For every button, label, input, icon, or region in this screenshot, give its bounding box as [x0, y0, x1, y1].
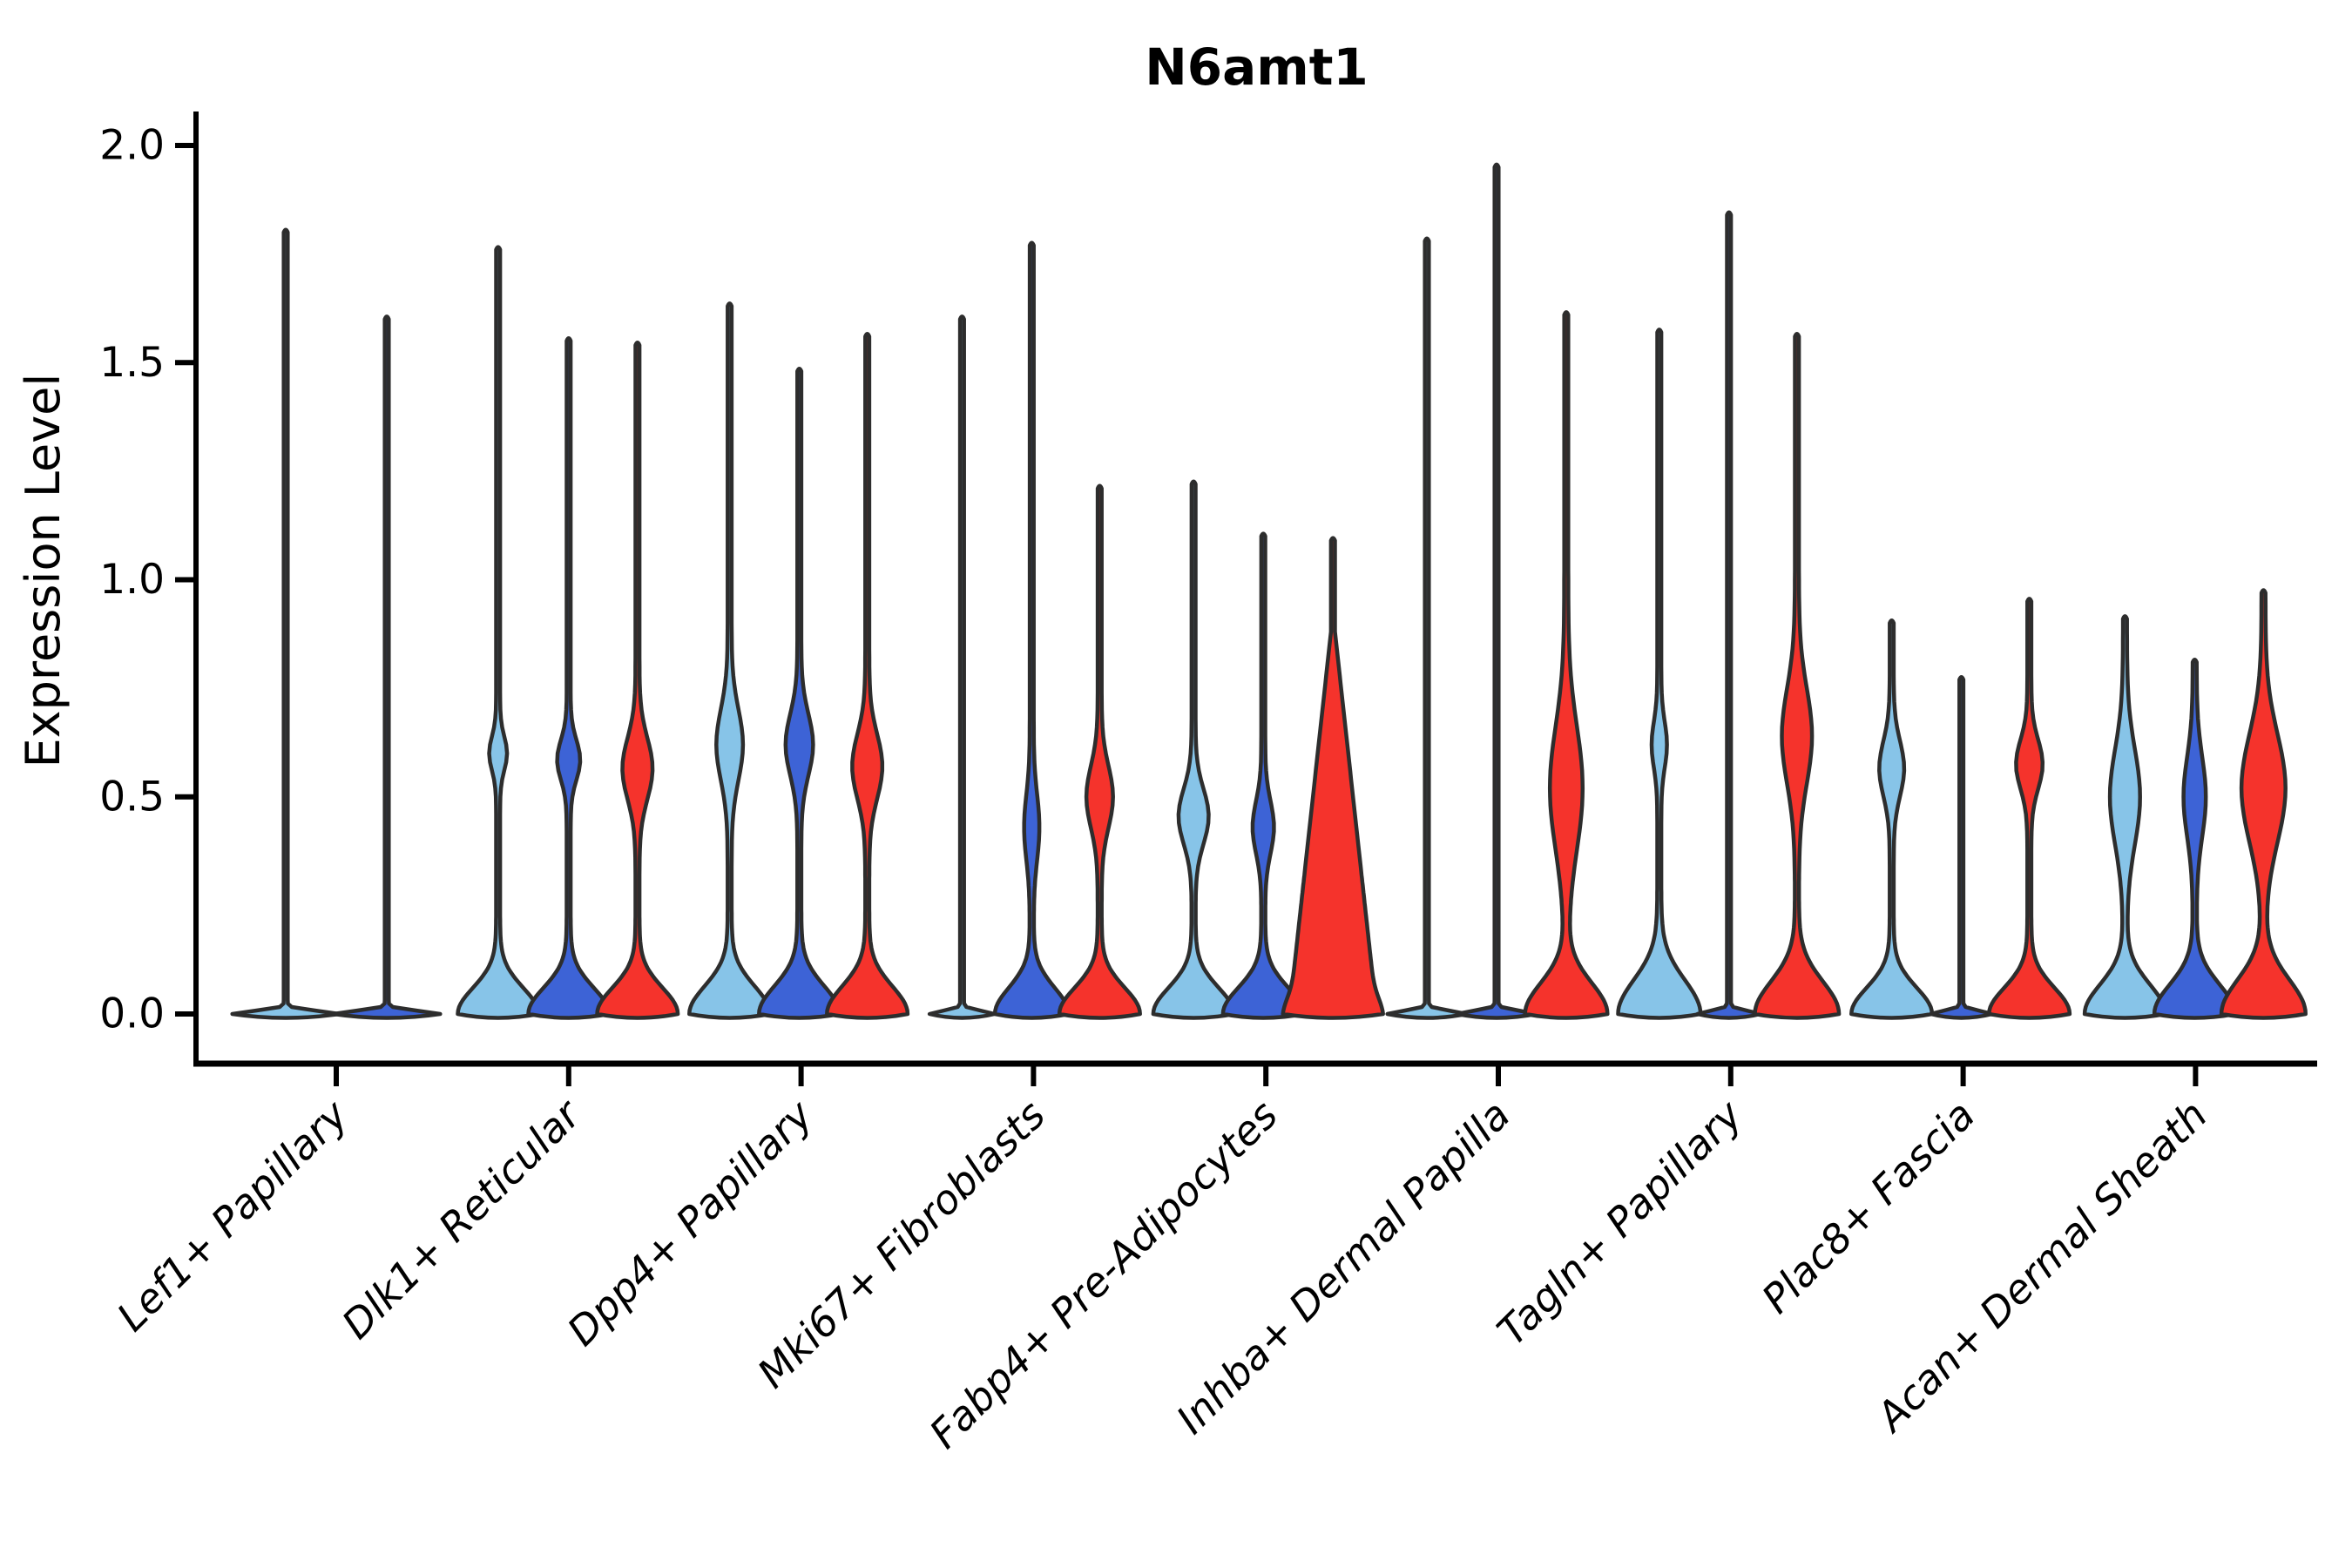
- violin-acan-dermal-sheath-lightblue: [2082, 614, 2167, 1020]
- violin-lef1-papillary-lightblue: [230, 227, 341, 1020]
- violin-lef1-papillary-blue: [331, 314, 443, 1020]
- violin-dpp4-papillary-blue: [757, 367, 842, 1020]
- x-tick-label: Lef1+ Papillary: [108, 1091, 357, 1340]
- violin-inhba-dermal-papilla-blue: [1455, 162, 1538, 1020]
- y-tick-label: 2.0: [99, 122, 165, 170]
- x-tick-label: Plac8+ Fascia: [1753, 1092, 1984, 1322]
- y-tick-label: 0.0: [99, 990, 165, 1038]
- y-tick-label: 0.5: [99, 773, 165, 821]
- violin-acan-dermal-sheath-red: [2219, 588, 2308, 1020]
- violin-plac8-fascia-blue: [1929, 675, 1995, 1020]
- y-axis-label: Expression Level: [16, 374, 71, 768]
- violin-tagln-papillary-blue: [1695, 210, 1763, 1020]
- violin-dlk1-reticular-lightblue: [456, 245, 541, 1020]
- violin-tagln-papillary-red: [1753, 332, 1842, 1020]
- violin-dpp4-papillary-lightblue: [687, 301, 773, 1020]
- y-tick-label: 1.5: [99, 339, 165, 387]
- violin-inhba-dermal-papilla-red: [1523, 310, 1610, 1020]
- violin-dpp4-papillary-red: [825, 332, 910, 1020]
- violin-mki67-fibroblasts-red: [1057, 483, 1142, 1020]
- violin-tagln-papillary-lightblue: [1616, 328, 1703, 1020]
- violin-mki67-fibroblasts-lightblue: [927, 314, 997, 1020]
- violin-fabp4-pre-adipocytes-lightblue: [1151, 479, 1236, 1020]
- violin-plac8-fascia-lightblue: [1849, 618, 1935, 1020]
- y-tick-label: 1.0: [99, 556, 165, 604]
- violin-dlk1-reticular-blue: [526, 336, 612, 1020]
- violin-mki67-fibroblasts-blue: [992, 240, 1071, 1020]
- chart-title: N6amt1: [1145, 37, 1369, 97]
- x-tick-label: Tagln+ Papillary: [1488, 1091, 1752, 1355]
- violin-fabp4-pre-adipocytes-red: [1281, 536, 1385, 1020]
- violin-fabp4-pre-adipocytes-blue: [1220, 531, 1306, 1020]
- violin-acan-dermal-sheath-blue: [2152, 658, 2237, 1020]
- violin-plac8-fascia-red: [1987, 597, 2072, 1020]
- x-tick-label: Dlk1+ Reticular: [333, 1089, 591, 1348]
- x-tick-label: Dpp4+ Papillary: [558, 1091, 822, 1355]
- violin-dlk1-reticular-red: [595, 341, 680, 1020]
- violin-inhba-dermal-papilla-lightblue: [1385, 236, 1469, 1020]
